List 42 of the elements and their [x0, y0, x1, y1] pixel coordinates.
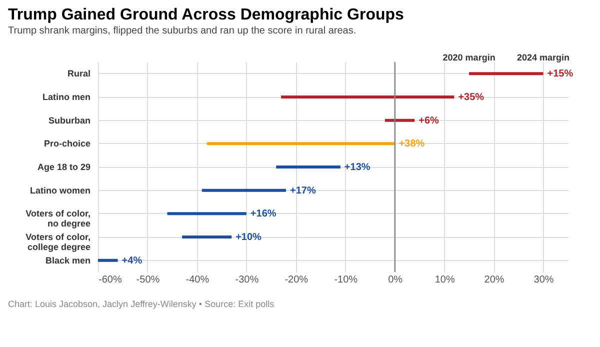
- y-tick-label: Age 18 to 29: [37, 162, 90, 172]
- bar: [202, 188, 286, 192]
- data-label: +16%: [250, 208, 276, 220]
- bar: [384, 118, 415, 122]
- y-tick-label: Latino men: [42, 92, 90, 102]
- x-tick-label: 20%: [484, 274, 504, 286]
- bar: [281, 96, 454, 98]
- y-tick-label: Suburban: [48, 115, 90, 126]
- x-tick-label: -10%: [334, 274, 358, 286]
- y-tick-label: Voters of color, college degree: [26, 232, 90, 252]
- x-tick-label: 10%: [434, 274, 455, 286]
- data-label: +4%: [122, 255, 142, 266]
- data-label: +10%: [236, 232, 262, 243]
- x-tick-label: -30%: [235, 274, 259, 286]
- x-tick-label: -50%: [136, 274, 160, 286]
- bar: [98, 258, 118, 262]
- data-label: +13%: [344, 162, 370, 173]
- annotation: 2024 margin: [517, 52, 570, 63]
- bar: [276, 166, 340, 168]
- data-label: +35%: [458, 92, 484, 103]
- data-label: +17%: [290, 185, 316, 196]
- bar: [206, 142, 395, 146]
- chart-subtitle: Trump shrank margins, flipped the suburbs and ran up the score in rural areas.: [8, 26, 356, 37]
- y-tick-label: Rural: [67, 68, 90, 79]
- x-tick-label: -40%: [186, 274, 210, 286]
- annotation: 2020 margin: [442, 52, 496, 63]
- x-tick-label: 30%: [534, 274, 554, 286]
- x-tick-label: 0%: [388, 274, 403, 286]
- data-label: +38%: [398, 138, 425, 150]
- y-tick-label: Pro-choice: [44, 138, 90, 149]
- x-tick-label: -60%: [98, 274, 122, 286]
- y-tick-label: Black men: [45, 255, 90, 266]
- bar: [167, 212, 246, 216]
- chart-title: Trump Gained Ground Across Demographic Groups: [8, 6, 404, 24]
- y-tick-label: Latino women: [30, 185, 90, 196]
- x-tick-label: -20%: [284, 274, 308, 286]
- data-label: +6%: [418, 115, 440, 126]
- text: Chart: Louis Jacobson, Jaclyn Jeffrey-Wilensky • Source: Exit polls: [8, 299, 275, 309]
- data-label: +15%: [547, 68, 574, 80]
- y-tick-label: Voters of color, no degree: [26, 208, 90, 229]
- bar: [469, 72, 544, 76]
- bar: [182, 236, 232, 238]
